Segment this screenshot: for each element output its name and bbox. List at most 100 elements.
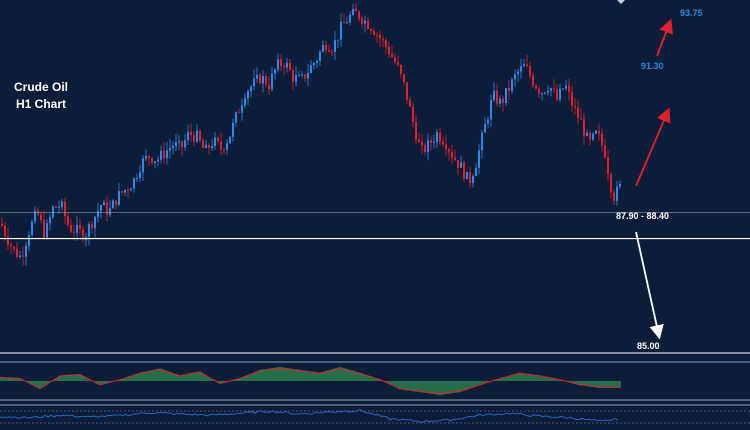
candle-bull	[322, 44, 324, 52]
candle-bear	[604, 145, 606, 158]
candle-bull	[157, 159, 159, 162]
top-marker-icon	[617, 0, 625, 4]
overlays-group	[0, 0, 750, 354]
candle-bear	[91, 224, 93, 229]
candle-bull	[46, 223, 48, 238]
candle-bull	[196, 130, 198, 142]
candle-bull	[166, 150, 168, 159]
candle-bull	[310, 65, 312, 74]
candle-bear	[163, 150, 165, 159]
chart-title-line2: H1 Chart	[15, 97, 66, 111]
candle-bear	[148, 155, 150, 158]
candle-bear	[70, 225, 72, 232]
candle-bear	[388, 47, 390, 55]
candle-bull	[346, 22, 348, 24]
candle-bull	[544, 92, 546, 94]
candle-bull	[256, 74, 258, 79]
candle-bull	[175, 142, 177, 146]
candle-bear	[430, 140, 432, 144]
candle-bull	[595, 130, 597, 134]
candle-bear	[370, 28, 372, 32]
candle-bull	[52, 206, 54, 218]
candle-bull	[475, 167, 477, 176]
candle-bull	[505, 88, 507, 103]
candle-bull	[487, 119, 489, 124]
candle-bull	[565, 85, 567, 89]
candle-bull	[493, 90, 495, 100]
candle-bull	[130, 188, 132, 191]
candle-bear	[400, 64, 402, 75]
candle-bull	[316, 60, 318, 64]
candle-bull	[124, 189, 126, 193]
candle-bear	[580, 117, 582, 120]
candles-group	[1, 2, 621, 266]
candle-bear	[280, 59, 282, 67]
candle-bull	[586, 132, 588, 136]
candle-bear	[259, 74, 261, 84]
candle-bear	[127, 189, 129, 191]
candle-bull	[103, 202, 105, 206]
candle-bull	[241, 105, 243, 113]
candle-bear	[238, 112, 240, 114]
candle-bull	[49, 217, 51, 224]
candle-bull	[88, 224, 90, 237]
candle-bull	[34, 210, 36, 222]
candle-bear	[454, 157, 456, 161]
candle-bull	[229, 136, 231, 144]
candle-bear	[325, 44, 327, 51]
candle-bull	[274, 69, 276, 74]
candle-bull	[187, 132, 189, 141]
candle-bull	[490, 99, 492, 120]
candle-bear	[373, 31, 375, 35]
candle-bear	[607, 157, 609, 174]
candle-bear	[331, 51, 333, 53]
candle-bear	[463, 162, 465, 180]
candle-bear	[421, 142, 423, 146]
arrow-down	[635, 231, 664, 340]
candle-bull	[58, 206, 60, 208]
candle-bear	[553, 88, 555, 90]
candle-bull	[286, 62, 288, 68]
candle-bear	[82, 229, 84, 241]
candle-bear	[391, 54, 393, 57]
support-zone-label: 87.90 - 88.40	[616, 211, 670, 221]
candle-bear	[526, 64, 528, 66]
candle-bear	[451, 151, 453, 158]
candle-bear	[376, 34, 378, 36]
candle-bull	[364, 20, 366, 24]
candle-bull	[100, 205, 102, 211]
candle-bear	[529, 65, 531, 76]
candle-bull	[352, 9, 354, 15]
candle-bull	[250, 86, 252, 92]
candle-bear	[424, 145, 426, 153]
candle-bear	[571, 92, 573, 107]
candle-bull	[142, 158, 144, 173]
candle-bear	[223, 149, 225, 151]
candle-bear	[289, 62, 291, 71]
candle-bear	[220, 141, 222, 150]
arrow-up-1	[635, 107, 671, 187]
candle-bear	[445, 144, 447, 150]
candle-bear	[13, 246, 15, 249]
candle-bear	[508, 88, 510, 91]
candle-bull	[427, 140, 429, 153]
candle-bull	[481, 132, 483, 151]
candle-bear	[601, 133, 603, 146]
candle-bear	[328, 50, 330, 52]
candle-bear	[502, 98, 504, 103]
candle-bull	[550, 88, 552, 91]
candle-bear	[538, 88, 540, 94]
candle-bull	[136, 178, 138, 180]
candle-bull	[76, 224, 78, 233]
candle-bull	[562, 88, 564, 90]
rsi-panel	[0, 404, 750, 424]
candle-bear	[583, 119, 585, 136]
candle-bear	[397, 62, 399, 65]
candle-bear	[121, 191, 123, 193]
candle-bear	[532, 75, 534, 86]
candle-bull	[523, 64, 525, 67]
candle-bull	[301, 74, 303, 76]
candle-bull	[319, 51, 321, 61]
candle-bull	[97, 210, 99, 217]
candle-bull	[472, 175, 474, 184]
